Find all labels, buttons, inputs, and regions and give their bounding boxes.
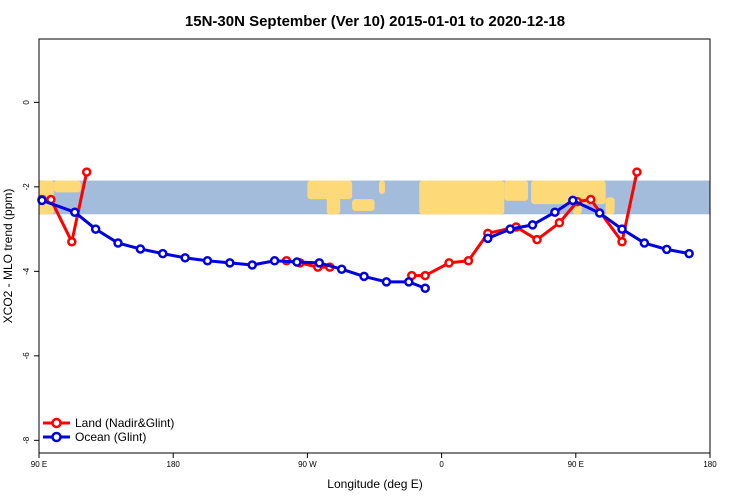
data-point xyxy=(632,167,642,177)
data-point xyxy=(617,224,627,234)
y-tick-label: -2 xyxy=(22,183,31,191)
data-point xyxy=(483,233,493,244)
data-point xyxy=(269,256,280,266)
data-point xyxy=(81,167,92,177)
series-line xyxy=(487,198,690,256)
y-axis: 0 -2 -4 -6 -8 xyxy=(22,100,39,444)
y-tick-label: -6 xyxy=(22,352,31,360)
data-point xyxy=(444,258,454,268)
y-axis-label: XCO2 - MLO trend (ppm) xyxy=(1,189,15,324)
legend-label: Ocean (Glint) xyxy=(75,430,146,444)
map-land-2 xyxy=(307,180,353,200)
series-layer xyxy=(37,167,694,293)
map-land-4 xyxy=(352,199,375,211)
map-land-5 xyxy=(378,180,385,195)
world-map-band xyxy=(39,180,710,215)
data-point xyxy=(314,258,325,268)
map-land-0 xyxy=(39,180,54,215)
data-point xyxy=(594,208,605,218)
data-point xyxy=(67,237,77,247)
data-point xyxy=(336,264,347,274)
data-point xyxy=(292,257,302,267)
data-point xyxy=(225,258,235,268)
data-point xyxy=(684,248,694,259)
series-ocean xyxy=(37,195,694,293)
data-point xyxy=(585,194,596,205)
data-point xyxy=(420,283,430,293)
data-point xyxy=(568,195,578,206)
data-point xyxy=(37,195,47,206)
data-point xyxy=(532,234,542,245)
data-point xyxy=(505,224,515,234)
chart-title: 15N-30N September (Ver 10) 2015-01-01 to… xyxy=(185,13,565,30)
data-point xyxy=(639,238,650,248)
data-point xyxy=(202,256,213,266)
map-land-10 xyxy=(605,197,615,215)
y-tick-label: 0 xyxy=(22,100,31,105)
x-tick-label: 0 xyxy=(439,460,444,469)
plot-area xyxy=(37,38,711,454)
data-point xyxy=(554,218,565,228)
map-land-3 xyxy=(326,197,341,215)
y-tick-label: -8 xyxy=(22,436,31,444)
data-point xyxy=(90,224,101,234)
map-land-6 xyxy=(419,180,505,215)
data-point xyxy=(180,253,190,263)
data-point xyxy=(404,277,414,287)
data-point xyxy=(135,244,146,254)
legend: Land (Nadir&Glint)Ocean (Glint) xyxy=(43,416,174,444)
data-point xyxy=(550,207,560,217)
x-tick-label: 180 xyxy=(703,460,717,469)
x-tick-label: 90 E xyxy=(31,460,47,469)
legend-label: Land (Nadir&Glint) xyxy=(75,416,174,430)
plot-frame xyxy=(38,38,711,454)
data-point xyxy=(113,238,123,248)
y-tick-label: -4 xyxy=(22,267,31,275)
x-axis-label: Longitude (deg E) xyxy=(327,477,422,491)
data-point xyxy=(662,244,672,255)
data-point xyxy=(463,256,474,266)
x-tick-label: 90 E xyxy=(568,460,584,469)
data-point xyxy=(420,270,430,281)
x-tick-label: 90 W xyxy=(298,460,317,469)
legend-marker xyxy=(51,431,62,443)
map-land-7 xyxy=(504,180,529,201)
data-point xyxy=(158,248,168,259)
data-point xyxy=(381,277,392,287)
x-tick-label: 180 xyxy=(167,460,181,469)
data-point xyxy=(247,260,257,270)
x-axis: 90 E 180 90 W 0 90 E 180 xyxy=(31,453,717,469)
data-point xyxy=(527,220,538,230)
legend-marker xyxy=(51,417,62,429)
data-point xyxy=(359,271,369,282)
data-point xyxy=(70,207,80,217)
data-point xyxy=(617,237,627,247)
map-land-1 xyxy=(53,180,81,193)
